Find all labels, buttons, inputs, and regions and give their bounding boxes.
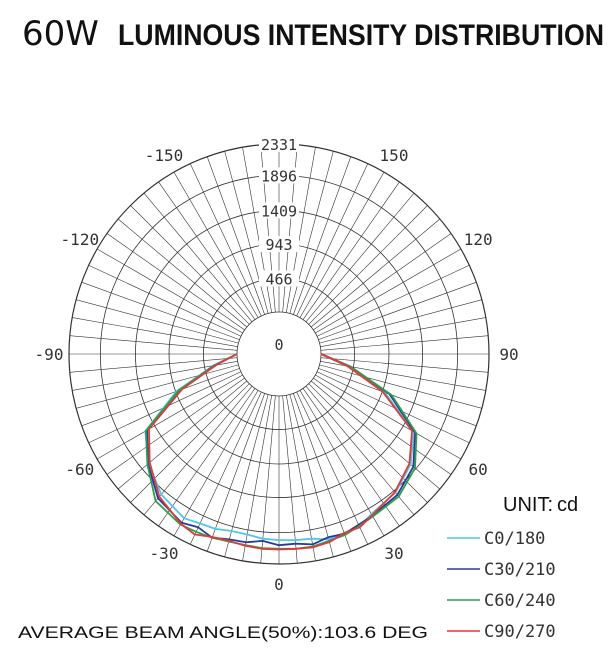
grid-spoke <box>310 380 441 490</box>
grid-spoke <box>305 385 415 516</box>
grid-spoke <box>316 264 470 337</box>
grid-spoke <box>320 335 489 351</box>
radial-label-bg <box>259 270 299 287</box>
grid-spoke <box>260 395 276 564</box>
grid-spoke <box>315 374 462 460</box>
grid-spoke <box>319 299 482 344</box>
radial-label-bg <box>259 136 299 152</box>
radial-label-bg <box>259 202 299 219</box>
grid-spoke <box>117 380 248 490</box>
chart-title: LUMINOUS INTENSITY DISTRIBUTION <box>118 19 604 52</box>
radial-tick-label: 943 <box>265 236 292 254</box>
angle-tick-label: 30 <box>384 544 403 563</box>
legend-label: C90/270 <box>484 622 556 642</box>
grid-spoke <box>308 205 428 325</box>
grid-spoke <box>318 281 477 340</box>
grid-spoke <box>143 385 253 516</box>
grid-spoke <box>293 156 352 315</box>
radial-label-bg <box>259 236 299 253</box>
grid-spoke <box>308 383 428 503</box>
grid-spoke <box>299 171 385 318</box>
radial-tick-label: 466 <box>265 270 292 288</box>
grid-spoke <box>76 364 239 409</box>
angle-tick-label: -30 <box>150 544 179 563</box>
legend-label: C60/240 <box>484 591 556 611</box>
grid-spoke <box>310 218 441 328</box>
angle-tick-label: 120 <box>464 230 493 249</box>
grid-spoke <box>106 377 245 475</box>
grid-spoke <box>315 248 462 334</box>
grid-spoke <box>296 163 369 317</box>
tick-labels: 466 943 1409 1896 2331 0 0 30 60 90 120 150 -30 -60 -9… <box>35 136 519 594</box>
angle-tick-label: 0 <box>274 575 284 594</box>
grid-spoke <box>96 248 243 334</box>
grid-spoke <box>130 383 250 503</box>
grid-spoke <box>305 192 415 323</box>
grid-spoke <box>106 233 245 331</box>
grid-spoke <box>242 395 273 561</box>
angle-tick-label: 60 <box>469 460 488 479</box>
grid-spoke <box>296 391 369 545</box>
angle-tick-label: -90 <box>35 345 64 364</box>
grid-spoke <box>96 374 243 460</box>
grid-spoke <box>173 390 259 537</box>
grid-spoke <box>289 394 334 557</box>
grid-spoke <box>320 357 489 373</box>
grid-spoke <box>143 192 253 323</box>
grid-spoke <box>158 388 256 527</box>
grid-spoke <box>69 357 238 373</box>
grid-spoke <box>189 391 262 545</box>
grid-spoke <box>158 181 256 320</box>
series-line <box>148 353 413 551</box>
legend: C0/180 C30/210 C60/240 C90/270 <box>447 529 556 642</box>
chart-title-prefix: 60W <box>22 14 99 54</box>
grid-spoke <box>224 394 269 557</box>
beam-angle-footer: AVERAGE BEAM ANGLE(50%):103.6 DEG <box>18 623 428 642</box>
angle-tick-label: 150 <box>380 146 409 165</box>
polar-grid <box>68 143 490 565</box>
grid-spoke <box>285 395 316 561</box>
grid-spoke <box>81 281 240 340</box>
radial-label-bg <box>259 167 299 184</box>
grid-ring <box>236 311 322 397</box>
angle-tick-label: -60 <box>65 460 94 479</box>
legend-label: C30/210 <box>484 560 556 580</box>
grid-spoke <box>318 368 477 427</box>
grid-spoke <box>302 181 400 320</box>
grid-spoke <box>313 377 452 475</box>
series-layer <box>144 353 418 551</box>
center-label: 0 <box>274 336 283 354</box>
grid-spoke <box>282 395 298 564</box>
grid-spoke <box>117 218 248 328</box>
grid-spoke <box>316 371 470 444</box>
grid-spoke <box>76 299 239 344</box>
radial-tick-label: 1409 <box>261 202 297 220</box>
grid-spoke <box>206 156 265 315</box>
unit-value: cd <box>557 494 578 516</box>
grid-spoke <box>293 393 352 552</box>
grid-spoke <box>130 205 250 325</box>
grid-spoke <box>72 360 238 391</box>
grid-spoke <box>320 317 486 348</box>
angle-tick-label: -150 <box>145 146 184 165</box>
grid-spoke <box>313 233 452 331</box>
grid-spoke <box>319 364 482 409</box>
grid-spoke <box>173 171 259 318</box>
legend-label: C0/180 <box>484 529 545 549</box>
grid-spoke <box>88 264 242 337</box>
grid-spoke <box>72 317 238 348</box>
radial-tick-label: 1896 <box>261 167 297 185</box>
grid-spoke <box>81 368 240 427</box>
radial-tick-label: 2331 <box>261 136 297 154</box>
grid-spoke <box>206 393 265 552</box>
grid-spoke <box>299 390 385 537</box>
grid-spoke <box>189 163 262 317</box>
grid-spoke <box>69 335 238 351</box>
unit-prefix: UNIT: <box>503 494 553 516</box>
angle-tick-label: -120 <box>61 230 100 249</box>
angle-tick-label: 90 <box>499 345 518 364</box>
